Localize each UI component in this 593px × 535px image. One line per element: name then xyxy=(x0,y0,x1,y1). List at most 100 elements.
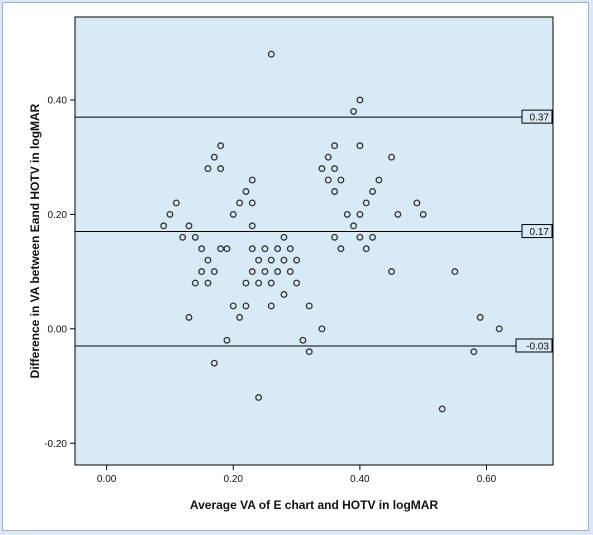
y-tick-label-2: 0.20 xyxy=(48,210,68,221)
data-point-9 xyxy=(198,268,206,276)
data-point-27 xyxy=(242,302,250,310)
data-point-74 xyxy=(369,233,377,241)
data-point-56 xyxy=(324,153,332,161)
data-point-17 xyxy=(217,165,225,173)
data-point-57 xyxy=(324,176,332,184)
data-point-59 xyxy=(331,165,339,173)
data-point-84 xyxy=(476,313,484,321)
data-point-30 xyxy=(248,222,256,230)
data-point-29 xyxy=(248,199,256,207)
data-point-7 xyxy=(191,279,199,287)
data-point-21 xyxy=(229,210,237,218)
data-point-85 xyxy=(495,325,503,333)
data-point-38 xyxy=(267,50,275,58)
data-point-82 xyxy=(451,268,459,276)
x-axis-ticks: 0.00 0.20 0.40 0.60 xyxy=(97,465,497,485)
data-point-8 xyxy=(198,245,206,253)
data-point-46 xyxy=(280,291,288,298)
data-point-25 xyxy=(242,188,250,195)
data-point-52 xyxy=(305,302,313,310)
data-point-41 xyxy=(267,302,275,310)
data-point-83 xyxy=(470,348,478,356)
data-point-54 xyxy=(318,165,326,173)
data-point-15 xyxy=(210,359,218,367)
y-tick-label-0: -0.20 xyxy=(44,439,67,450)
data-point-60 xyxy=(331,188,339,195)
data-point-61 xyxy=(331,233,339,241)
x-tick-label-2: 0.40 xyxy=(350,474,370,485)
reference-label-box-0 xyxy=(521,109,553,124)
data-point-18 xyxy=(217,245,225,253)
data-point-76 xyxy=(388,153,396,161)
data-point-69 xyxy=(356,210,364,218)
data-point-58 xyxy=(331,142,339,150)
data-point-48 xyxy=(286,268,294,276)
data-point-37 xyxy=(261,268,269,276)
data-point-13 xyxy=(210,153,218,161)
data-point-1 xyxy=(166,210,174,218)
data-point-5 xyxy=(185,313,193,321)
data-point-3 xyxy=(179,233,187,241)
data-point-14 xyxy=(210,268,218,276)
data-point-40 xyxy=(267,279,275,287)
reference-label-2: -0.03 xyxy=(526,341,549,352)
data-point-22 xyxy=(229,302,237,310)
data-point-0 xyxy=(160,222,168,230)
data-point-47 xyxy=(286,245,294,253)
data-point-51 xyxy=(299,336,307,344)
data-point-65 xyxy=(350,107,358,115)
x-tick-label-1: 0.20 xyxy=(224,474,244,485)
y-tick-label-1: 0.00 xyxy=(48,324,68,335)
data-point-11 xyxy=(204,279,212,287)
data-point-42 xyxy=(274,245,282,253)
data-point-73 xyxy=(369,188,377,195)
data-point-20 xyxy=(223,245,231,253)
data-point-53 xyxy=(305,348,313,356)
data-point-79 xyxy=(413,199,421,207)
data-point-81 xyxy=(438,405,446,413)
data-point-62 xyxy=(337,176,345,184)
data-point-64 xyxy=(343,210,351,218)
data-point-43 xyxy=(274,268,282,276)
data-point-34 xyxy=(255,279,263,287)
data-point-28 xyxy=(248,176,256,184)
reference-label-0: 0.37 xyxy=(530,113,550,124)
scatter-chart: 0.37 0.17 -0.03 0.00 0.20 0.40 0.60 -0.20 0.00… xyxy=(28,16,554,512)
data-point-66 xyxy=(350,222,358,230)
data-point-4 xyxy=(185,222,193,230)
data-point-71 xyxy=(362,199,370,207)
data-point-19 xyxy=(223,336,231,344)
data-point-75 xyxy=(375,176,383,184)
data-point-63 xyxy=(337,245,345,253)
data-point-36 xyxy=(261,245,269,253)
data-point-70 xyxy=(356,233,364,241)
chart-frame: 0.37 0.17 -0.03 0.00 0.20 0.40 0.60 -0.20 0.00… xyxy=(2,2,589,531)
data-point-10 xyxy=(204,256,212,264)
x-axis-title: Average VA of E chart and HOTV in logMAR xyxy=(190,498,439,512)
plot-area xyxy=(74,16,554,466)
data-point-67 xyxy=(356,96,364,104)
reference-lines: 0.37 0.17 -0.03 xyxy=(75,109,553,353)
data-point-26 xyxy=(242,279,250,287)
data-point-72 xyxy=(362,245,370,253)
data-point-50 xyxy=(293,279,301,287)
y-axis-title: Difference in VA between Eand HOTV in lo… xyxy=(28,103,42,378)
data-point-77 xyxy=(388,268,396,276)
reference-label-box-2 xyxy=(515,338,553,353)
reference-label-1: 0.17 xyxy=(530,227,550,238)
data-point-6 xyxy=(191,233,199,241)
data-point-49 xyxy=(293,256,301,264)
data-point-80 xyxy=(419,210,427,218)
data-point-44 xyxy=(280,233,288,241)
data-point-55 xyxy=(318,325,326,333)
y-tick-label-3: 0.40 xyxy=(48,95,68,106)
y-axis-ticks: -0.20 0.00 0.20 0.40 xyxy=(44,95,75,450)
x-tick-label-0: 0.00 xyxy=(97,474,117,485)
data-point-33 xyxy=(255,256,263,264)
x-tick-label-3: 0.60 xyxy=(477,474,497,485)
data-point-23 xyxy=(236,313,244,321)
data-point-78 xyxy=(394,210,402,218)
data-point-32 xyxy=(248,268,256,276)
data-point-45 xyxy=(280,256,288,264)
data-point-16 xyxy=(217,142,225,150)
